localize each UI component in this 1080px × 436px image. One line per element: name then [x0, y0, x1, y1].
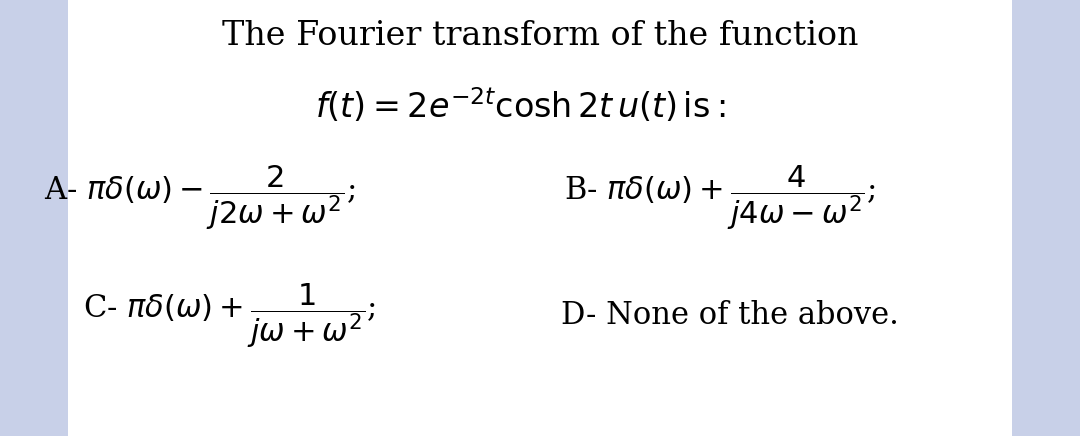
Text: The Fourier transform of the function: The Fourier transform of the function	[221, 20, 859, 52]
Text: D- None of the above.: D- None of the above.	[562, 300, 899, 331]
Text: B- $\pi\delta(\omega) + \dfrac{4}{j4\omega-\omega^2}$;: B- $\pi\delta(\omega) + \dfrac{4}{j4\ome…	[564, 164, 876, 232]
Bar	[1012, 0, 1080, 436]
Text: $f(t) = 2e^{-2t}\cosh 2t\, u(t)\,\mathrm{is:}$: $f(t) = 2e^{-2t}\cosh 2t\, u(t)\,\mathrm…	[314, 87, 725, 126]
Text: C- $\pi\delta(\omega) + \dfrac{1}{j\omega+\omega^2}$;: C- $\pi\delta(\omega) + \dfrac{1}{j\omeg…	[83, 282, 377, 351]
Text: A- $\pi\delta(\omega) - \dfrac{2}{j2\omega+\omega^2}$;: A- $\pi\delta(\omega) - \dfrac{2}{j2\ome…	[44, 164, 355, 232]
Bar	[0, 0, 68, 436]
